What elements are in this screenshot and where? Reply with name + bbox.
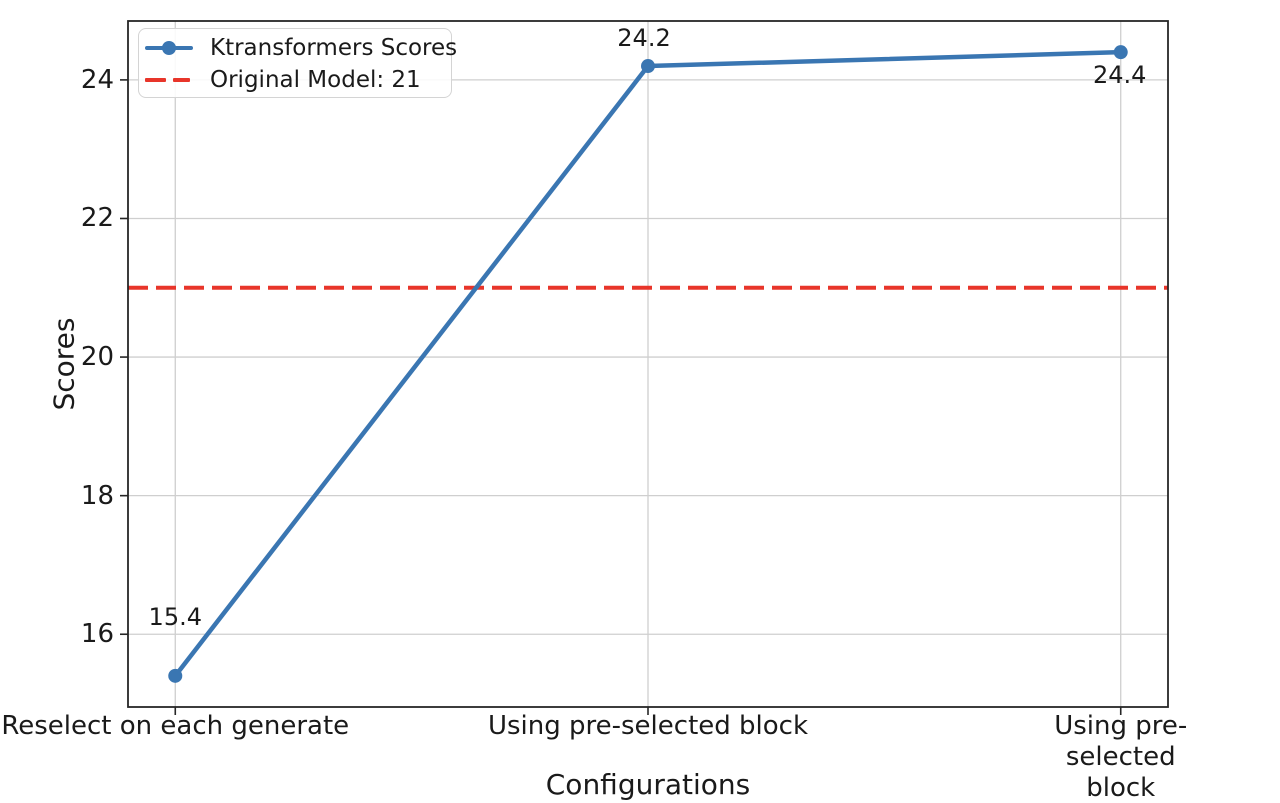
y-axis-title: Scores	[47, 317, 81, 411]
data-point-value-label: 24.2	[617, 24, 671, 53]
blue-line-marker-icon	[145, 41, 193, 55]
x-axis-title: Configurations	[545, 768, 751, 801]
legend-label-series: Ktransformers Scores	[210, 35, 458, 61]
y-tick-label: 22	[80, 203, 114, 234]
legend-item-original-model: Original Model: 21	[145, 64, 451, 96]
plot-border	[127, 20, 1169, 708]
x-tick-label: Using pre-selected block First two layer…	[1054, 711, 1188, 803]
data-point-marker	[641, 59, 655, 74]
data-point-value-label: 15.4	[148, 602, 202, 631]
legend: Ktransformers Scores Original Model: 21	[138, 28, 457, 98]
y-tick-label: 18	[80, 480, 114, 511]
data-point-value-label: 24.4	[1093, 61, 1147, 90]
x-tick-label: Reselect on each generate	[1, 711, 350, 741]
x-tick-label: Using pre-selected block	[487, 711, 809, 741]
y-tick-label: 16	[80, 619, 114, 650]
legend-label-reference: Original Model: 21	[210, 67, 421, 93]
red-dashed-line-icon	[145, 77, 193, 83]
y-tick-label: 24	[80, 64, 114, 95]
legend-item-ktransformers: Ktransformers Scores	[145, 32, 457, 64]
data-point-marker	[1113, 45, 1128, 60]
data-point-marker	[168, 668, 183, 683]
y-tick-label: 20	[80, 342, 114, 373]
